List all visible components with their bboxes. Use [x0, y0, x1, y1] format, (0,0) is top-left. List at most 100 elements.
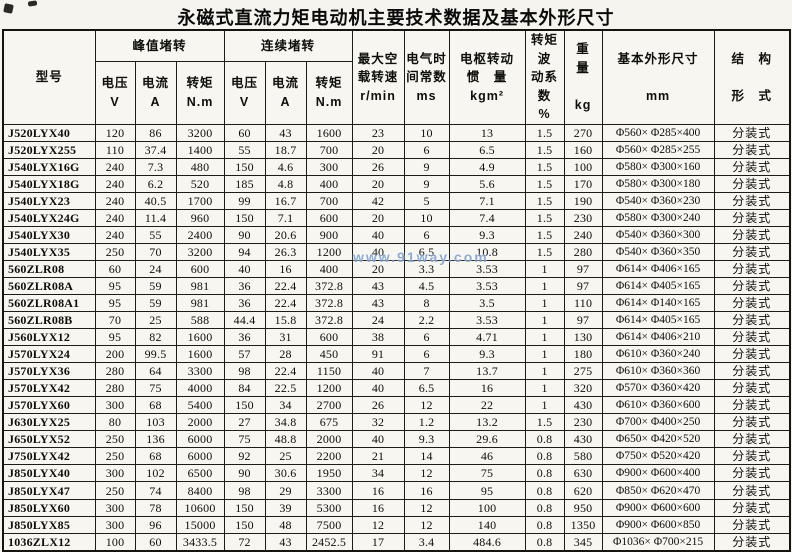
cell-peak-current: 86	[134, 123, 177, 142]
cell-max-speed: 17	[351, 532, 405, 552]
cell-model: 560ZLR08	[2, 259, 96, 278]
cell-peak-torque: 8400	[175, 481, 225, 500]
cell-time-constant: 6.5	[403, 379, 450, 398]
cell-dimensions: Φ900× Φ600×600	[601, 498, 715, 517]
cell-ripple-coeff: 0.8	[524, 498, 565, 517]
table-row: J650LYX52 250 136 6000 75 48.8 2000 40 9…	[2, 430, 791, 449]
cell-cont-torque: 1200	[305, 242, 353, 261]
col-header-peak-voltage: 电压 V	[94, 61, 136, 125]
table-row: J520LYX40 120 86 3200 60 43 1600 23 10 1…	[2, 123, 791, 142]
cell-dimensions: Φ1036× Φ700×215	[601, 532, 715, 552]
cell-cont-current: 26.3	[264, 242, 307, 261]
cell-cont-voltage: 57	[223, 345, 266, 364]
cell-model: J850LYX60	[2, 498, 96, 517]
cell-model: J540LYX18G	[2, 174, 96, 193]
cell-inertia: 22	[448, 396, 526, 415]
cell-peak-current: 24	[134, 259, 177, 278]
cell-inertia: 3.53	[448, 311, 526, 330]
cell-peak-voltage: 240	[94, 174, 136, 193]
cell-cont-voltage: 36	[223, 293, 266, 313]
cell-time-constant: 14	[403, 447, 450, 466]
cell-time-constant: 9	[403, 174, 450, 193]
cell-structure: 分装式	[713, 276, 791, 295]
cell-dimensions: Φ900× Φ600×400	[601, 464, 715, 483]
cell-peak-torque: 1700	[175, 191, 225, 210]
cell-peak-current: 70	[134, 242, 177, 261]
cell-weight: 97	[563, 259, 603, 278]
cell-max-speed: 40	[351, 242, 405, 261]
col-header-peak-torque: 转矩 N.m	[175, 61, 225, 125]
cell-peak-voltage: 80	[94, 413, 136, 432]
cell-max-speed: 34	[351, 464, 405, 483]
cell-weight: 950	[563, 498, 603, 517]
cell-dimensions: Φ560× Φ285×400	[601, 123, 715, 142]
cell-structure: 分装式	[713, 311, 791, 330]
cell-ripple-coeff: 1.5	[524, 140, 565, 159]
col-header-model: 型号	[2, 29, 96, 125]
cell-cont-torque: 1150	[305, 362, 353, 381]
cell-inertia: 484.6	[448, 532, 526, 552]
cell-peak-voltage: 250	[94, 242, 136, 261]
table-row: 560ZLR08B 70 25 588 44.4 15.8 372.8 24 2…	[2, 311, 791, 330]
cell-peak-current: 59	[134, 293, 177, 313]
cell-inertia: 7.1	[448, 191, 526, 210]
cell-cont-current: 34	[264, 396, 307, 415]
cell-cont-voltage: 150	[223, 208, 266, 227]
cell-structure: 分装式	[713, 242, 791, 261]
cell-structure: 分装式	[713, 293, 791, 313]
cell-cont-voltage: 75	[223, 430, 266, 449]
cell-cont-current: 4.6	[264, 157, 307, 176]
cell-inertia: 29.6	[448, 430, 526, 449]
cell-cont-torque: 700	[305, 191, 353, 210]
cell-model: J570LYX60	[2, 396, 96, 415]
cell-cont-voltage: 99	[223, 191, 266, 210]
cell-cont-torque: 1950	[305, 464, 353, 483]
cell-inertia: 3.5	[448, 293, 526, 313]
cell-cont-torque: 1200	[305, 379, 353, 398]
cell-structure: 分装式	[713, 259, 791, 278]
table-row: J850LYX47 250 74 8400 98 29 3300 16 16 9…	[2, 481, 791, 500]
cell-cont-torque: 400	[305, 174, 353, 193]
cell-time-constant: 9.3	[403, 430, 450, 449]
cell-model: 560ZLR08A	[2, 276, 96, 295]
cell-peak-current: 11.4	[134, 208, 177, 227]
col-header-max-no-load-speed: 最大空 载转速 r/min	[351, 29, 405, 125]
col-header-weight: 重 量 kg	[563, 29, 603, 125]
table-row: J520LYX255 110 37.4 1400 55 18.7 700 20 …	[2, 140, 791, 159]
cell-peak-current: 78	[134, 498, 177, 517]
cell-cont-voltage: 90	[223, 464, 266, 483]
cell-max-speed: 32	[351, 413, 405, 432]
cell-ripple-coeff: 0.8	[524, 464, 565, 483]
cell-cont-voltage: 98	[223, 481, 266, 500]
cell-ripple-coeff: 1	[524, 328, 565, 347]
cell-peak-torque: 6000	[175, 447, 225, 466]
col-header-peak-current: 电流 A	[134, 61, 177, 125]
table-row: J540LYX35 250 70 3200 94 26.3 1200 40 6.…	[2, 242, 791, 261]
cell-peak-current: 40.5	[134, 191, 177, 210]
cell-weight: 190	[563, 191, 603, 210]
cell-dimensions: Φ614× Φ405×165	[601, 311, 715, 330]
col-header-electrical-time-constant: 电气时 间常数 ms	[403, 29, 450, 125]
cell-cont-voltage: 150	[223, 157, 266, 176]
cell-model: J570LYX36	[2, 362, 96, 381]
cell-weight: 345	[563, 532, 603, 552]
cell-cont-torque: 600	[305, 328, 353, 347]
cell-cont-current: 31	[264, 328, 307, 347]
table-row: J850LYX40 300 102 6500 90 30.6 1950 34 1…	[2, 464, 791, 483]
col-group-continuous-stall: 连续堵转	[223, 29, 353, 63]
cell-inertia: 13	[448, 123, 526, 142]
cell-time-constant: 10	[403, 208, 450, 227]
cell-dimensions: Φ850× Φ620×470	[601, 481, 715, 500]
cell-time-constant: 9	[403, 157, 450, 176]
cell-ripple-coeff: 1.5	[524, 157, 565, 176]
cell-inertia: 75	[448, 464, 526, 483]
cell-ripple-coeff: 0.8	[524, 430, 565, 449]
cell-dimensions: Φ750× Φ520×420	[601, 447, 715, 466]
cell-cont-current: 48.8	[264, 430, 307, 449]
cell-peak-voltage: 95	[94, 276, 136, 295]
cell-cont-voltage: 27	[223, 413, 266, 432]
header-group-row: 型号 峰值堵转 连续堵转 最大空 载转速 r/min 电气时 间常数 ms 电枢…	[2, 29, 791, 125]
cell-peak-torque: 2400	[175, 225, 225, 244]
cell-cont-torque: 5300	[305, 498, 353, 517]
cell-peak-voltage: 100	[94, 532, 136, 552]
